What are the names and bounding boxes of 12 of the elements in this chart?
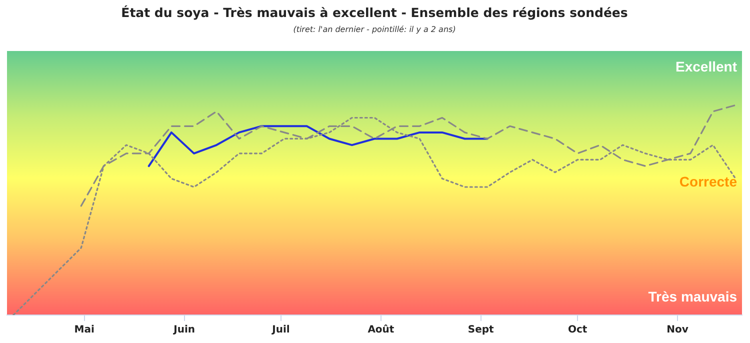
x-tick-label: Sept: [468, 324, 494, 336]
x-tick-label: Juin: [172, 324, 195, 336]
x-tick-label: Juil: [271, 324, 290, 336]
text: Excellent: [676, 58, 738, 75]
x-tick-label: Mai: [74, 324, 94, 336]
chart-title: État du soya - Très mauvais à excellent - Ensemble des régions sondées: [121, 4, 628, 20]
annotation: Correcte: [679, 174, 738, 190]
chart-subtitle: (tiret: l'an dernier - pointillé: il y a 2 ans): [293, 24, 456, 34]
x-tick-label: Nov: [666, 324, 689, 336]
annotation: Très mauvais: [648, 288, 738, 305]
x-tick-label: Août: [368, 324, 394, 336]
x-tick-label: Oct: [568, 324, 588, 336]
